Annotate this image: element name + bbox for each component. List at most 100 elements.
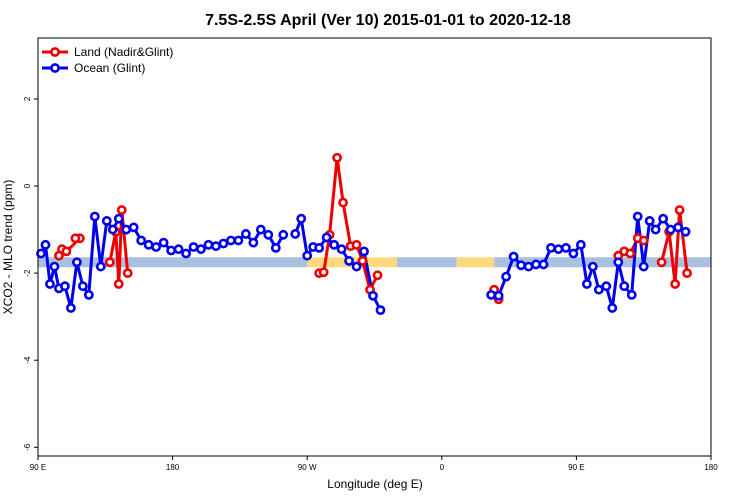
- ocean-data-point: [665, 224, 676, 235]
- ocean-data-point: [658, 213, 669, 224]
- ocean-data-point: [107, 224, 118, 235]
- ocean-data-point: [296, 213, 307, 224]
- ocean-data-point: [581, 279, 592, 289]
- ocean-data-point: [568, 248, 579, 259]
- ocean-data-point: [523, 261, 534, 272]
- ocean-data-point: [36, 248, 46, 259]
- x-tick-label: 180: [704, 463, 718, 472]
- ocean-data-point: [89, 211, 100, 222]
- ocean-data-point: [359, 246, 369, 257]
- x-tick-label: 90 W: [298, 463, 317, 472]
- legend: Land (Nadir&Glint) Ocean (Glint): [42, 45, 173, 75]
- land-data-point: [670, 279, 681, 289]
- ocean-data-point: [613, 257, 624, 268]
- ocean-data-point: [638, 261, 649, 272]
- x-tick-label: 0: [440, 463, 445, 472]
- ocean-data-point: [644, 215, 655, 226]
- ocean-data-point: [45, 279, 55, 289]
- ocean-legend-marker: [50, 63, 60, 73]
- ocean-data-point: [344, 256, 354, 266]
- ocean-data-point: [553, 244, 564, 255]
- y-tick-label: -2: [23, 269, 32, 277]
- y-tick-label: -4: [23, 356, 32, 364]
- ocean-data-point: [336, 244, 347, 255]
- x-tick-label: 90 E: [568, 463, 584, 472]
- ocean-data-point: [248, 237, 259, 248]
- y-tick-label: 2: [23, 96, 32, 101]
- land-data-point: [372, 270, 383, 281]
- ocean-data-point: [196, 244, 206, 255]
- ocean-data-point: [561, 242, 571, 253]
- ocean-data-point: [302, 250, 313, 261]
- ocean-data-point: [321, 232, 332, 243]
- land-data-point: [318, 267, 329, 278]
- ocean-data-point: [77, 281, 88, 292]
- ocean-data-point: [680, 226, 691, 237]
- ocean-data-point: [181, 248, 191, 259]
- ocean-data-point: [255, 224, 266, 235]
- ocean-data-point: [203, 239, 214, 250]
- ocean-data-point: [650, 224, 661, 235]
- ocean-data-point: [601, 281, 612, 292]
- ocean-data-point: [493, 290, 504, 301]
- x-tick-label: 180: [166, 463, 180, 472]
- ocean-data-point: [101, 215, 112, 226]
- ocean-data-point: [128, 222, 139, 233]
- ocean-data-point: [290, 229, 301, 239]
- land-legend-marker: [50, 47, 60, 57]
- ocean-data-point: [501, 271, 512, 282]
- land-data-point: [70, 233, 81, 244]
- land-data-point: [332, 152, 343, 163]
- ocean-data-point: [143, 239, 154, 250]
- ocean-data-point: [375, 305, 386, 316]
- ocean-data-point: [368, 290, 378, 301]
- ocean-data-point: [351, 261, 362, 272]
- ocean-data-point: [619, 281, 630, 292]
- land-data-point: [116, 205, 127, 215]
- ocean-data-point: [673, 222, 683, 233]
- ocean-data-point: [329, 239, 340, 250]
- ocean-data-point: [593, 284, 604, 295]
- x-tick-label: 90 E: [30, 463, 46, 472]
- ocean-data-point: [575, 239, 586, 250]
- land-legend-label: Land (Nadir&Glint): [74, 45, 173, 59]
- ocean-data-point: [49, 261, 60, 272]
- chart-title: 7.5S-2.5S April (Ver 10) 2015-01-01 to 2…: [205, 12, 571, 29]
- land-data-point: [338, 197, 348, 208]
- land-data-point: [357, 256, 368, 266]
- land-data-point: [656, 257, 667, 268]
- ocean-data-point: [71, 257, 82, 268]
- ocean-data-point: [173, 244, 184, 255]
- ocean-data-point: [136, 235, 147, 246]
- ocean-data-point: [626, 289, 637, 300]
- plot-frame: [37, 37, 712, 457]
- ocean-data-point: [218, 238, 229, 249]
- ocean-data-point: [121, 224, 132, 235]
- ocean-data-point: [166, 245, 177, 256]
- land-data-point: [625, 248, 636, 259]
- land-series-line: [318, 156, 379, 292]
- ocean-data-point: [270, 242, 281, 253]
- land-data-point: [61, 246, 72, 257]
- ocean-data-point: [40, 239, 51, 250]
- ocean-data-point: [66, 303, 76, 313]
- ocean-data-point: [531, 259, 541, 270]
- ocean-data-point: [508, 251, 519, 262]
- ocean-data-point: [632, 211, 643, 222]
- land-data-point: [351, 239, 362, 250]
- land-data-point: [682, 268, 692, 279]
- land-data-point: [674, 205, 685, 215]
- ocean-data-point: [233, 235, 244, 246]
- ocean-data-point: [240, 229, 251, 239]
- y-tick-label: -6: [23, 443, 32, 451]
- ocean-data-point: [113, 213, 124, 224]
- ocean-data-point: [95, 261, 106, 272]
- ocean-legend-label: Ocean (Glint): [74, 61, 145, 75]
- ocean-data-point: [486, 289, 497, 300]
- ocean-data-point: [538, 259, 549, 270]
- ocean-data-point: [263, 229, 274, 240]
- y-tick-label: 0: [23, 183, 32, 188]
- ocean-data-point: [188, 242, 199, 252]
- ocean-data-point: [158, 237, 169, 248]
- ocean-data-point: [60, 281, 70, 292]
